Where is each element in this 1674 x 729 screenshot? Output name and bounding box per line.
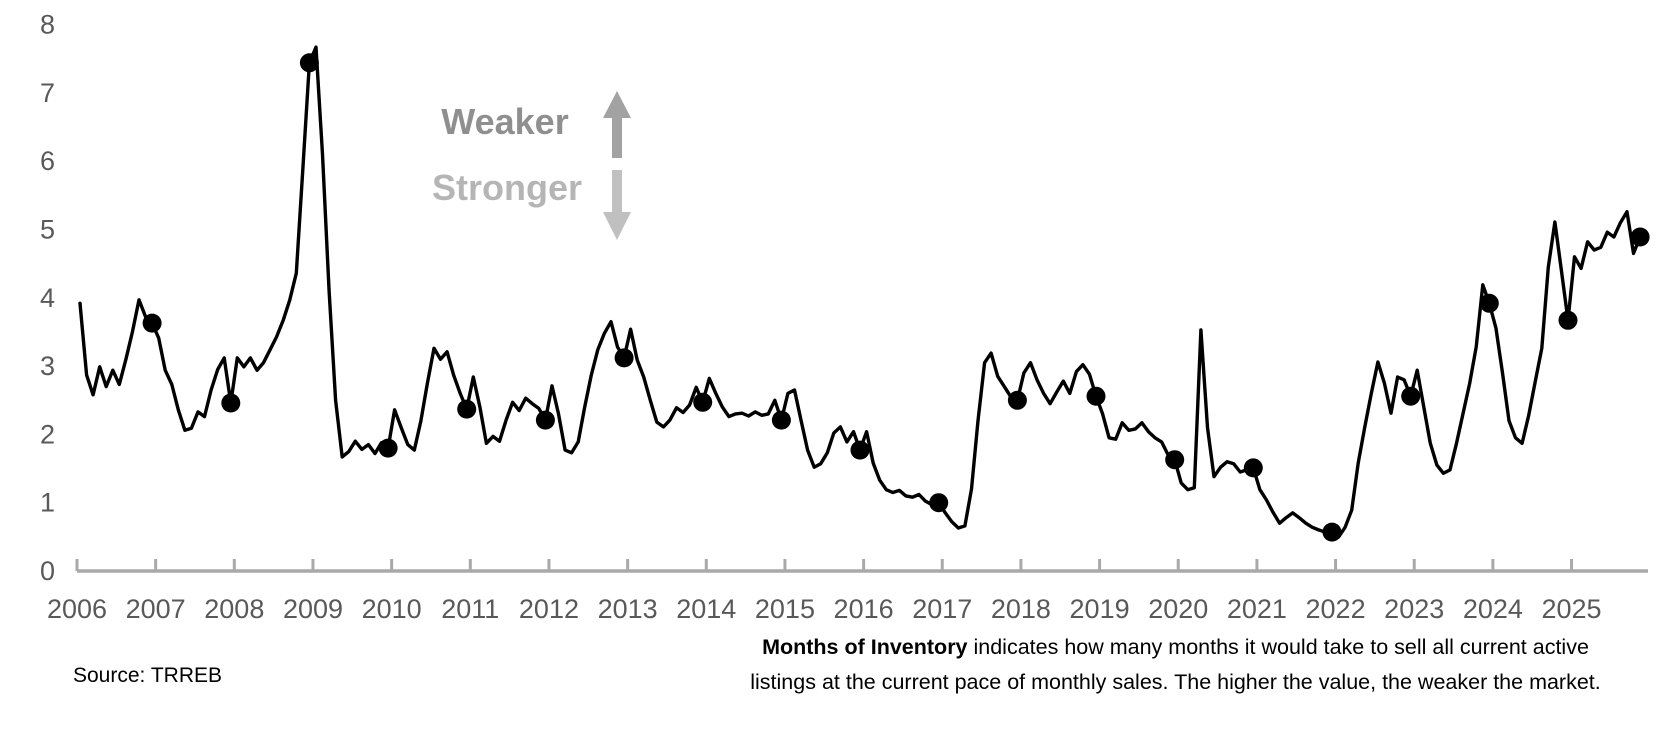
data-point-marker	[1401, 386, 1421, 406]
x-axis-label: 2018	[991, 594, 1051, 624]
description-bold-lead: Months of Inventory	[762, 635, 968, 659]
y-axis-label: 1	[40, 488, 55, 518]
x-axis-label: 2011	[441, 594, 499, 624]
x-axis-label: 2024	[1463, 594, 1523, 624]
weaker-label: Weaker	[441, 101, 568, 142]
data-point-marker	[1630, 227, 1650, 247]
x-axis-label: 2021	[1227, 594, 1287, 624]
data-point-marker	[1165, 450, 1185, 470]
x-axis-label: 2019	[1070, 594, 1130, 624]
x-axis-label: 2010	[362, 594, 422, 624]
x-axis-label: 2017	[912, 594, 972, 624]
y-axis-label: 2	[40, 419, 55, 449]
stronger-label: Stronger	[432, 167, 582, 208]
data-point-marker	[771, 410, 791, 430]
data-point-marker	[378, 438, 398, 458]
data-point-marker	[693, 392, 713, 412]
inventory-line	[78, 45, 1642, 539]
y-axis-label: 7	[40, 78, 55, 108]
weaker-up-arrow-icon	[603, 91, 631, 158]
x-axis-label: 2007	[126, 594, 186, 624]
x-axis-label: 2025	[1542, 594, 1602, 624]
chart-description: Months of Inventory indicates how many m…	[683, 630, 1668, 700]
source-note: Source: TRREB	[73, 664, 222, 687]
data-point-marker	[1086, 386, 1106, 406]
x-axis-label: 2015	[755, 594, 815, 624]
y-axis-label: 6	[40, 146, 55, 176]
x-axis-label: 2008	[204, 594, 264, 624]
data-point-marker	[142, 313, 162, 333]
x-axis-label: 2009	[283, 594, 343, 624]
x-axis-label: 2012	[519, 594, 579, 624]
y-axis-label: 5	[40, 215, 55, 245]
x-axis-label: 2013	[598, 594, 658, 624]
x-axis-label: 2023	[1384, 594, 1444, 624]
x-axis-label: 2014	[676, 594, 736, 624]
y-axis-label: 0	[40, 556, 55, 586]
data-point-marker	[535, 410, 555, 430]
data-point-marker	[614, 348, 634, 368]
data-point-marker	[929, 493, 949, 513]
x-axis-label: 2016	[834, 594, 894, 624]
data-point-marker	[299, 53, 319, 73]
x-axis-label: 2020	[1148, 594, 1208, 624]
x-axis-label: 2022	[1306, 594, 1366, 624]
stronger-down-arrow-icon	[603, 170, 631, 240]
y-axis-label: 4	[40, 283, 55, 313]
y-axis-label: 3	[40, 351, 55, 381]
data-point-marker	[457, 399, 477, 419]
description-line2: listings at the current pace of monthly …	[750, 670, 1601, 694]
data-point-marker	[1479, 293, 1499, 313]
data-point-marker	[1007, 390, 1027, 410]
x-axis-label: 2006	[47, 594, 107, 624]
data-point-marker	[850, 440, 870, 460]
data-point-marker	[1243, 458, 1263, 478]
description-line1: Months of Inventory indicates how many m…	[762, 635, 1589, 659]
description-line1-rest: indicates how many months it would take …	[967, 635, 1589, 659]
data-point-marker	[221, 393, 241, 413]
y-axis-label: 8	[40, 10, 55, 40]
data-point-marker	[1558, 310, 1578, 330]
data-point-marker	[1322, 522, 1342, 542]
